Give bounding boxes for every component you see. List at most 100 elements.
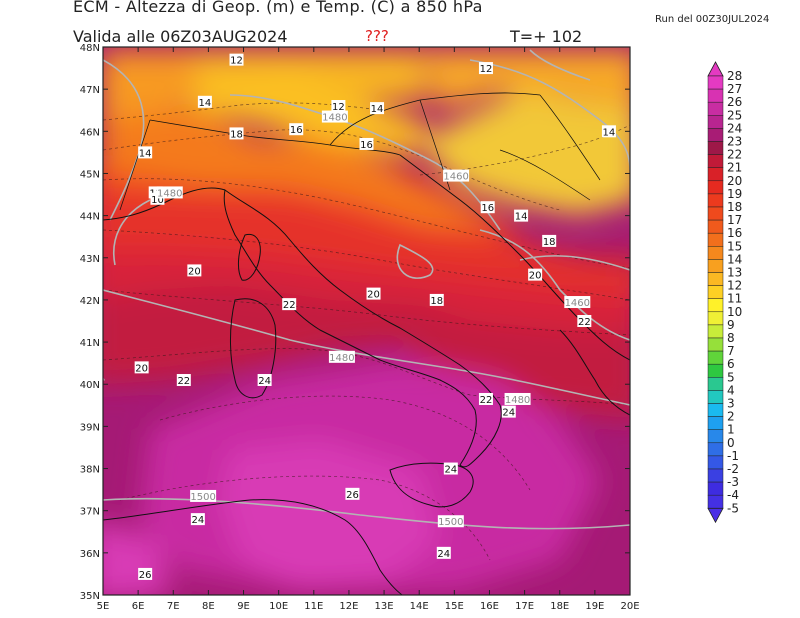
colorbar-swatch bbox=[707, 101, 724, 116]
temp-contour-label: 26 bbox=[138, 567, 153, 581]
temp-contour-label-text: 22 bbox=[177, 376, 190, 387]
colorbar-label: -3 bbox=[727, 475, 739, 489]
colorbar-label: 19 bbox=[727, 187, 742, 201]
colorbar-label: 17 bbox=[727, 213, 742, 227]
lat-label: 43N bbox=[80, 254, 100, 265]
forecast-step: T=+ 102 bbox=[510, 27, 583, 46]
colorbar-label: 12 bbox=[727, 279, 742, 293]
lon-label: 13E bbox=[375, 601, 394, 612]
colorbar-label: 4 bbox=[727, 383, 735, 397]
temp-contour-label: 12 bbox=[229, 53, 244, 67]
colorbar-label: 6 bbox=[727, 357, 735, 371]
temp-contour-label: 20 bbox=[366, 287, 381, 301]
temp-contour-label-text: 14 bbox=[199, 98, 212, 109]
temp-contour-label-text: 22 bbox=[578, 317, 591, 328]
temp-contour-label: 20 bbox=[528, 268, 543, 282]
colorbar-top-arrow bbox=[707, 61, 724, 77]
colorbar-bottom-arrow bbox=[707, 507, 724, 524]
temp-contour-label: 20 bbox=[134, 361, 149, 374]
lat-label: 48N bbox=[80, 43, 100, 54]
lon-label: 11E bbox=[304, 601, 323, 612]
colorbar-label: -1 bbox=[727, 449, 739, 463]
geopot-contour-label-text: 1480 bbox=[322, 113, 347, 124]
colorbar-swatch bbox=[707, 219, 724, 234]
geopot-contour-label: 1500 bbox=[190, 489, 217, 503]
colorbar-label: 2 bbox=[727, 410, 735, 424]
temp-contour-label: 16 bbox=[359, 137, 374, 151]
temp-contour-label-text: 24 bbox=[437, 549, 450, 560]
temp-contour-label-text: 18 bbox=[543, 237, 556, 248]
geopot-contour-label: 1460 bbox=[443, 169, 470, 183]
colorbar-label: 18 bbox=[727, 200, 742, 214]
colorbar-swatch bbox=[707, 206, 724, 221]
colorbar-swatch bbox=[707, 390, 724, 404]
temp-contour-label: 22 bbox=[577, 315, 592, 328]
lon-label: 16E bbox=[480, 601, 499, 612]
colorbar-label: 8 bbox=[727, 331, 735, 345]
colorbar-label: 20 bbox=[727, 174, 742, 188]
temp-contour-label-text: 22 bbox=[480, 395, 493, 406]
temperature-field bbox=[103, 47, 630, 595]
temp-contour-label-text: 14 bbox=[139, 148, 152, 159]
colorbar-swatch bbox=[707, 324, 724, 339]
colorbar-label: 21 bbox=[727, 161, 742, 175]
lon-label: 17E bbox=[515, 601, 534, 612]
colorbar-swatch bbox=[707, 455, 724, 470]
valid-time: Valida alle 06Z03AUG2024 bbox=[73, 27, 288, 46]
lon-label: 19E bbox=[585, 601, 604, 612]
temp-contour-label-text: 12 bbox=[480, 64, 493, 75]
temperature-colorbar bbox=[707, 61, 724, 524]
temp-contour-label-text: 26 bbox=[139, 570, 152, 581]
temp-contour-label-text: 26 bbox=[346, 490, 359, 501]
temp-contour-label: 14 bbox=[601, 125, 616, 138]
lat-label: 36N bbox=[80, 549, 100, 560]
temp-contour-label-text: 20 bbox=[188, 266, 201, 277]
colorbar-swatch bbox=[707, 167, 724, 182]
lat-label: 38N bbox=[80, 465, 100, 476]
colorbar-swatch bbox=[707, 88, 724, 103]
colorbar-swatch bbox=[707, 311, 724, 326]
temp-contour-label: 14 bbox=[197, 95, 212, 109]
lon-label: 8E bbox=[202, 601, 215, 612]
temp-contour-label-text: 18 bbox=[430, 296, 443, 307]
geopot-contour-label-text: 1480 bbox=[329, 353, 354, 364]
temp-contour-label-text: 14 bbox=[515, 212, 528, 223]
colorbar-label: 3 bbox=[727, 397, 735, 411]
colorbar-swatch bbox=[707, 193, 724, 208]
temp-contour-label: 24 bbox=[190, 513, 205, 526]
colorbar-swatch bbox=[707, 272, 724, 286]
colorbar-label: -4 bbox=[727, 488, 739, 502]
colorbar-swatch bbox=[707, 246, 724, 260]
temp-contour-label: 14 bbox=[370, 102, 385, 115]
temp-contour-label-text: 20 bbox=[135, 363, 148, 374]
temp-contour-label: 20 bbox=[187, 264, 202, 277]
temp-contour-label: 22 bbox=[478, 392, 493, 406]
geopot-contour-label: 1460 bbox=[564, 296, 591, 309]
geopot-contour-label-text: 1500 bbox=[438, 517, 463, 528]
lon-label: 5E bbox=[97, 601, 110, 612]
lon-label: 7E bbox=[167, 601, 180, 612]
colorbar-label: 23 bbox=[727, 135, 742, 149]
lat-label: 42N bbox=[80, 296, 100, 307]
colorbar-swatch bbox=[707, 232, 724, 247]
colorbar-swatch bbox=[707, 377, 724, 391]
colorbar-swatch bbox=[707, 403, 724, 417]
temp-contour-label-text: 10 bbox=[151, 195, 164, 206]
geopot-contour-label: 1480 bbox=[328, 350, 355, 364]
temp-contour-label-text: 24 bbox=[258, 376, 271, 387]
colorbar-swatch bbox=[707, 75, 724, 90]
colorbar-label: 13 bbox=[727, 266, 742, 280]
geopot-contour-label-text: 1500 bbox=[190, 492, 215, 503]
temp-contour-label-text: 12 bbox=[332, 102, 345, 113]
colorbar-label: 28 bbox=[727, 69, 742, 83]
colorbar-label: 9 bbox=[727, 318, 735, 332]
colorbar-swatch bbox=[707, 363, 724, 378]
temp-contour-label: 16 bbox=[289, 123, 304, 136]
temp-contour-label: 18 bbox=[429, 293, 444, 307]
temp-contour-label: 18 bbox=[229, 127, 244, 140]
colorbar-label: 7 bbox=[727, 344, 735, 358]
colorbar-label: -2 bbox=[727, 462, 739, 476]
temp-contour-label-text: 22 bbox=[283, 300, 296, 311]
lon-label: 14E bbox=[410, 601, 429, 612]
lat-label: 35N bbox=[80, 591, 100, 602]
